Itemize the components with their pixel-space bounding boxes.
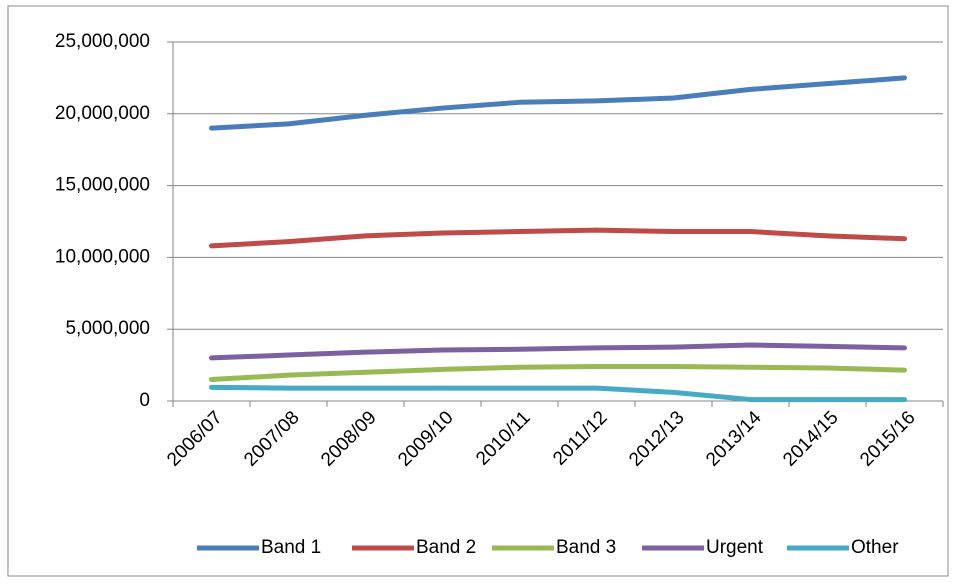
legend-label: Urgent [706, 537, 764, 558]
legend-label: Other [851, 537, 899, 558]
series-line [209, 342, 907, 361]
series-line [209, 384, 907, 403]
y-tick-label: 10,000,000 [55, 246, 150, 267]
legend-label: Band 1 [261, 537, 321, 558]
legend-label: Band 2 [416, 537, 476, 558]
series-line [209, 227, 907, 249]
y-tick-label: 20,000,000 [55, 103, 150, 124]
y-tick-label: 25,000,000 [55, 31, 150, 52]
y-tick-label: 15,000,000 [55, 175, 150, 196]
y-tick-label: 5,000,000 [65, 318, 150, 339]
series-line [209, 364, 907, 382]
chart-frame [7, 5, 949, 577]
y-tick-label: 0 [139, 390, 150, 411]
legend-label: Band 3 [556, 537, 616, 558]
series-line [209, 75, 907, 131]
